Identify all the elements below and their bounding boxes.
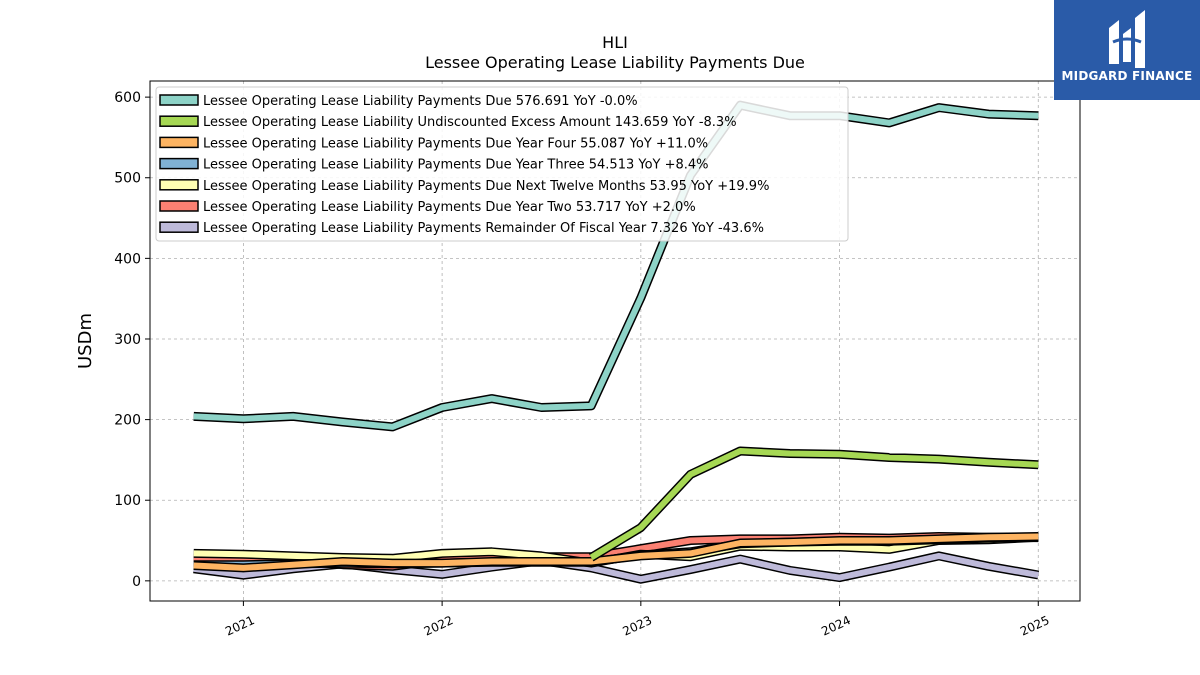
legend-label: Lessee Operating Lease Liability Payment… bbox=[203, 158, 709, 173]
series-stroke bbox=[193, 102, 1039, 430]
legend: Lessee Operating Lease Liability Payment… bbox=[155, 86, 849, 242]
series-line-2 bbox=[588, 446, 1039, 562]
series-stroke bbox=[193, 533, 1039, 571]
legend-swatch bbox=[159, 200, 199, 212]
legend-item: Lessee Operating Lease Liability Payment… bbox=[159, 179, 769, 194]
legend-label: Lessee Operating Lease Liability Payment… bbox=[203, 200, 696, 215]
x-tick-label: 2024 bbox=[819, 613, 853, 639]
legend-swatch bbox=[159, 115, 199, 127]
legend-label: Lessee Operating Lease Liability Undisco… bbox=[203, 115, 737, 130]
legend-swatch bbox=[159, 179, 199, 191]
x-tick-label: 2025 bbox=[1018, 613, 1052, 639]
legend-label: Lessee Operating Lease Liability Payment… bbox=[203, 179, 769, 194]
series-stroke bbox=[589, 448, 1039, 561]
x-axis: 2021 2022 2023 2024 2025 bbox=[223, 601, 1052, 639]
legend-box bbox=[155, 86, 849, 242]
x-tick-label: 2022 bbox=[422, 613, 456, 639]
chart-title: HLI bbox=[602, 33, 628, 52]
y-tick-label: 0 bbox=[132, 574, 141, 590]
y-axis-label: USDm bbox=[75, 313, 96, 369]
legend-label: Lessee Operating Lease Liability Payment… bbox=[203, 94, 638, 109]
logo-mark-icon bbox=[1109, 10, 1145, 68]
legend-swatch bbox=[159, 136, 199, 149]
y-tick-label: 200 bbox=[114, 413, 141, 429]
y-tick-label: 300 bbox=[114, 332, 141, 348]
legend-item: Lessee Operating Lease Liability Payment… bbox=[159, 136, 708, 151]
series-layer bbox=[193, 100, 1040, 584]
y-tick-label: 600 bbox=[114, 90, 141, 106]
legend-item: Lessee Operating Lease Liability Payment… bbox=[159, 157, 709, 173]
legend-item: Lessee Operating Lease Liability Payment… bbox=[159, 94, 638, 109]
brand-logo: MIDGARD FINANCE bbox=[1054, 0, 1200, 100]
legend-swatch bbox=[159, 94, 199, 106]
series-line-1 bbox=[193, 100, 1039, 432]
x-tick-label: 2023 bbox=[620, 613, 654, 639]
legend-swatch bbox=[159, 221, 199, 233]
x-tick-label: 2021 bbox=[223, 613, 257, 639]
legend-item: Lessee Operating Lease Liability Undisco… bbox=[159, 115, 737, 130]
chart-subtitle: Lessee Operating Lease Liability Payment… bbox=[425, 53, 805, 72]
y-tick-label: 100 bbox=[114, 493, 141, 509]
y-tick-label: 400 bbox=[114, 251, 141, 267]
legend-item: Lessee Operating Lease Liability Payment… bbox=[159, 221, 764, 236]
legend-item: Lessee Operating Lease Liability Payment… bbox=[159, 200, 696, 215]
legend-swatch bbox=[159, 157, 199, 170]
legend-label: Lessee Operating Lease Liability Payment… bbox=[203, 221, 764, 236]
series-line-3 bbox=[193, 532, 1039, 573]
y-tick-label: 500 bbox=[114, 171, 141, 187]
plot-frame bbox=[149, 80, 1081, 602]
y-axis: 0 100 200 300 400 500 600 bbox=[114, 90, 150, 590]
brand-name: MIDGARD FINANCE bbox=[1061, 69, 1193, 83]
legend-label: Lessee Operating Lease Liability Payment… bbox=[203, 136, 708, 151]
